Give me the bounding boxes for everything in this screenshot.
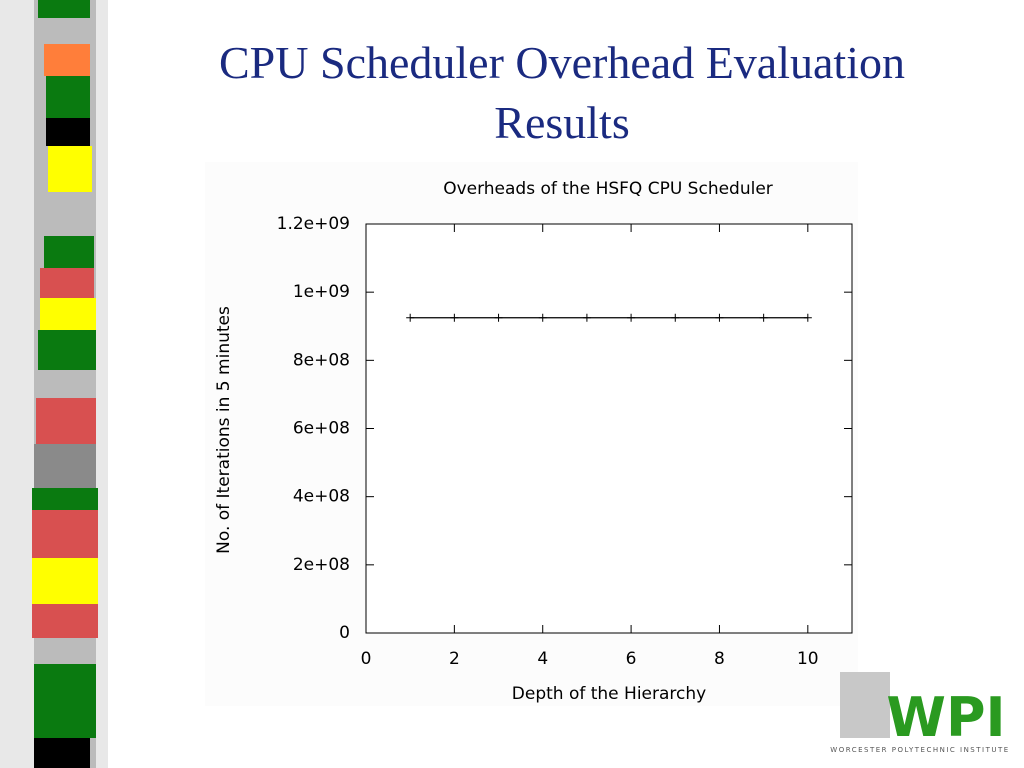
slide-title: CPU Scheduler Overhead Evaluation Results: [219, 37, 905, 148]
logo-subtitle: WORCESTER POLYTECHNIC INSTITUTE: [830, 746, 1009, 754]
data-point: [406, 313, 415, 322]
y-tick-label: 1.2e+09: [277, 214, 350, 234]
data-point: [450, 313, 459, 322]
y-tick-label: 4e+08: [293, 487, 350, 507]
logo: WPI WORCESTER POLYTECHNIC INSTITUTE: [830, 672, 1009, 754]
y-tick-label: 8e+08: [293, 350, 350, 370]
data-point: [803, 313, 812, 322]
x-tick-label: 8: [714, 649, 725, 669]
plot-frame: [365, 223, 853, 634]
y-axis-label: No. of Iterations in 5 minutes: [214, 306, 234, 554]
chart-title: Overheads of the HSFQ CPU Scheduler: [443, 179, 773, 199]
y-tick-label: 1e+09: [293, 282, 350, 302]
x-tick-label: 0: [361, 649, 372, 669]
logo-text: WPI: [886, 686, 1005, 749]
decor-stripe: [0, 0, 108, 768]
x-axis-label: Depth of the Hierarchy: [512, 684, 706, 704]
data-point: [715, 313, 724, 322]
data-point: [627, 313, 636, 322]
y-tick-label: 2e+08: [293, 555, 350, 575]
data-point: [582, 313, 591, 322]
x-tick-label: 6: [626, 649, 637, 669]
data-point: [671, 313, 680, 322]
x-tick-label: 2: [449, 649, 460, 669]
y-tick-label: 0: [339, 623, 350, 643]
data-point: [538, 313, 547, 322]
y-tick-label: 6e+08: [293, 419, 350, 439]
x-tick-label: 10: [797, 649, 819, 669]
x-tick-label: 4: [537, 649, 548, 669]
logo-building: [840, 672, 890, 738]
data-point: [494, 313, 503, 322]
data-point: [759, 313, 768, 322]
